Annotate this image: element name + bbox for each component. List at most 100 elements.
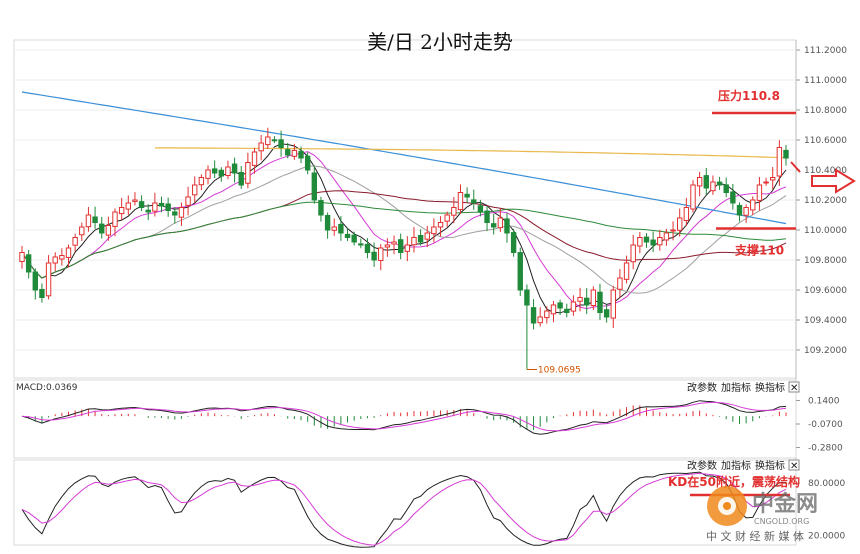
candle — [271, 136, 278, 144]
candle-body — [530, 307, 537, 324]
candle-body — [663, 232, 670, 241]
candle-body — [657, 237, 663, 246]
kd-tick-label: 80.0000 — [808, 479, 845, 489]
candle — [118, 197, 125, 221]
candle — [105, 216, 112, 241]
macd-dif-line — [21, 400, 787, 435]
candle — [643, 233, 650, 248]
candle-body — [510, 232, 517, 253]
candle — [411, 227, 417, 253]
candle-body — [437, 222, 444, 228]
candle-body — [517, 252, 523, 291]
candle-body — [291, 150, 298, 157]
candle-body — [710, 181, 716, 192]
candle — [550, 301, 557, 323]
candle — [723, 177, 729, 198]
candle-body — [683, 207, 690, 221]
support-label: 支撑110 — [734, 243, 784, 258]
candle-body — [637, 237, 643, 247]
candle-body — [770, 177, 776, 181]
candle-body — [52, 256, 58, 264]
candle — [497, 208, 504, 232]
price-tick-label: 110.6000 — [804, 136, 847, 146]
candle — [464, 187, 470, 203]
candle-body — [351, 234, 357, 243]
brand-slogan: 中 文 财 经 新 媒 体 — [706, 529, 804, 543]
kd-params-button[interactable]: 改参数 — [687, 459, 717, 472]
candle — [19, 245, 25, 269]
candle-body — [178, 207, 185, 218]
kd-close-button[interactable] — [788, 459, 800, 471]
candle — [165, 197, 171, 217]
price-tick-label: 110.4000 — [804, 166, 847, 176]
candle-body — [471, 199, 477, 204]
candle-body — [132, 199, 138, 202]
low-marker: 109.0695 — [526, 366, 581, 376]
candle — [25, 249, 32, 279]
candle — [318, 196, 324, 222]
candle — [583, 288, 590, 315]
candle-body — [285, 149, 291, 156]
candle — [92, 206, 98, 229]
ma-200-line — [154, 147, 787, 159]
candle — [557, 299, 563, 316]
candle — [736, 202, 743, 222]
candle — [265, 127, 271, 149]
candle — [437, 216, 444, 237]
ma-70-line — [21, 201, 787, 279]
kd-toolbar: 改参数 加指标 换指标 ✕ — [687, 459, 800, 472]
candle — [530, 299, 537, 330]
kd-k-line — [21, 471, 787, 548]
macd-toolbar: 改参数 加指标 换指标 ✕ — [687, 381, 800, 394]
macd-close-button[interactable] — [788, 381, 800, 393]
macd-dea-line — [21, 401, 787, 432]
kd-add-indicator-button[interactable]: 加指标 — [721, 459, 751, 472]
macd-switch-indicator-button[interactable]: 换指标 — [755, 381, 785, 394]
candle-body — [225, 166, 231, 176]
macd-panel-frame — [13, 379, 797, 459]
kd-switch-indicator-button[interactable]: 换指标 — [755, 459, 785, 472]
right-arrow-icon — [790, 161, 856, 194]
candle-body — [617, 277, 623, 290]
candle-body — [477, 205, 484, 213]
candle-body — [331, 226, 337, 231]
candle-body — [723, 184, 729, 194]
candle — [477, 199, 484, 217]
macd-params-button[interactable]: 改参数 — [687, 381, 717, 394]
candle — [397, 233, 404, 260]
candle — [79, 222, 85, 241]
candle-body — [730, 191, 736, 204]
candle — [52, 252, 58, 272]
candle — [650, 231, 656, 252]
candle — [610, 285, 616, 328]
candle — [198, 174, 205, 191]
candle — [690, 180, 696, 213]
candle-body — [238, 171, 244, 186]
candle-body — [39, 288, 45, 298]
kd-panel-frame — [13, 459, 797, 546]
candle-body — [79, 226, 85, 236]
candle-body — [750, 199, 756, 211]
candle — [45, 255, 52, 300]
candle — [770, 167, 776, 190]
candle — [364, 238, 371, 259]
candle-body — [451, 207, 457, 216]
candle — [677, 208, 683, 237]
candle — [391, 235, 397, 255]
candle-body — [696, 177, 703, 187]
candle — [577, 287, 583, 312]
candle-body — [19, 252, 25, 262]
candle-body — [564, 308, 570, 313]
candle — [278, 130, 284, 157]
candle-body — [550, 304, 557, 315]
candle-body — [185, 196, 191, 206]
candle — [99, 217, 105, 239]
candle — [358, 238, 364, 249]
candle — [172, 207, 178, 224]
candle — [670, 221, 676, 241]
kd-axis-ticks: 80.0000 20.0000 — [796, 479, 845, 542]
candle-body — [145, 209, 151, 213]
candle-body — [112, 211, 118, 227]
macd-add-indicator-button[interactable]: 加指标 — [721, 381, 751, 394]
